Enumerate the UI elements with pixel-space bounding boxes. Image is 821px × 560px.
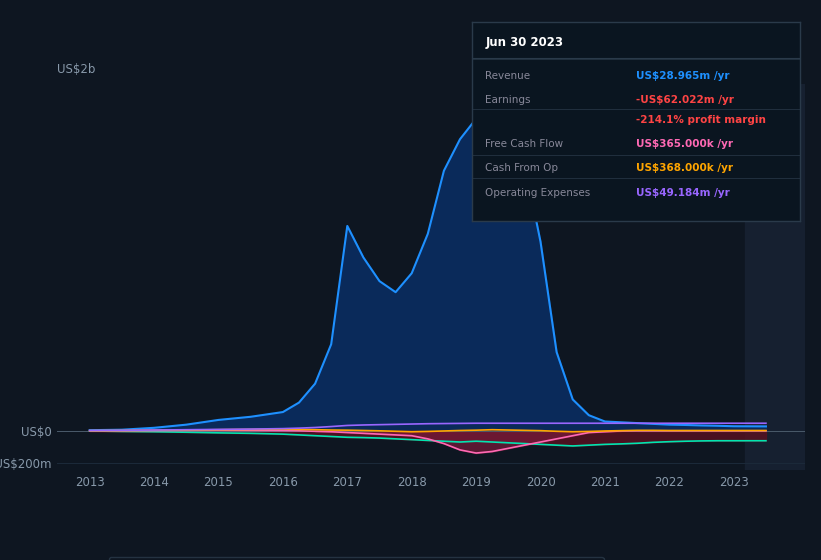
Text: US$368.000k /yr: US$368.000k /yr <box>636 162 733 172</box>
Bar <box>745 84 805 470</box>
Text: Free Cash Flow: Free Cash Flow <box>485 139 563 148</box>
Text: Operating Expenses: Operating Expenses <box>485 188 590 198</box>
Legend: Revenue, Earnings, Free Cash Flow, Cash From Op, Operating Expenses: Revenue, Earnings, Free Cash Flow, Cash … <box>109 557 603 560</box>
Text: US$2b: US$2b <box>57 63 96 76</box>
Text: US$49.184m /yr: US$49.184m /yr <box>636 188 730 198</box>
Text: Cash From Op: Cash From Op <box>485 162 558 172</box>
Text: Earnings: Earnings <box>485 95 530 105</box>
Text: -US$62.022m /yr: -US$62.022m /yr <box>636 95 734 105</box>
Text: Jun 30 2023: Jun 30 2023 <box>485 36 563 49</box>
Text: Revenue: Revenue <box>485 71 530 81</box>
Text: -214.1% profit margin: -214.1% profit margin <box>636 115 766 125</box>
Text: US$365.000k /yr: US$365.000k /yr <box>636 139 733 148</box>
Text: US$28.965m /yr: US$28.965m /yr <box>636 71 730 81</box>
